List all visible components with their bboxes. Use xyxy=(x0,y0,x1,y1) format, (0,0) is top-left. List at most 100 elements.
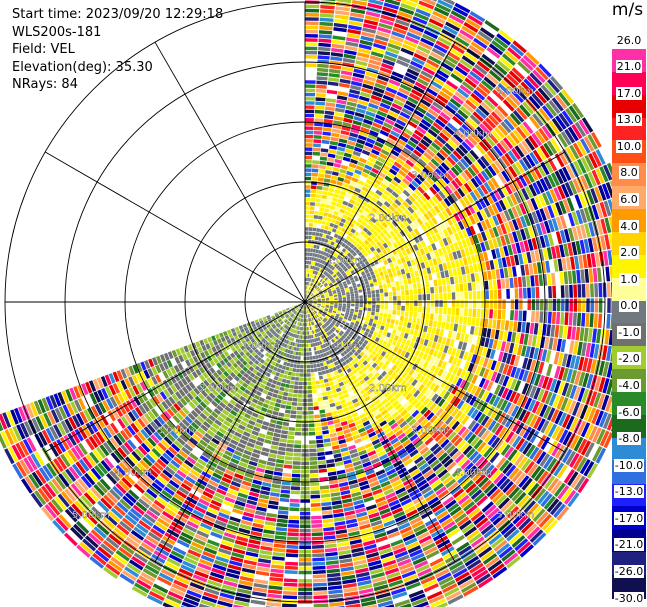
gate xyxy=(307,305,310,309)
gate xyxy=(333,224,339,229)
gate xyxy=(528,263,534,275)
gate xyxy=(389,194,397,202)
gate xyxy=(329,283,334,287)
gate xyxy=(329,140,339,146)
gate xyxy=(403,227,410,235)
gate xyxy=(574,355,581,370)
gate xyxy=(408,418,417,427)
gate xyxy=(562,414,571,429)
gate xyxy=(494,439,504,451)
gate xyxy=(336,279,341,283)
gate xyxy=(311,278,314,283)
gate xyxy=(353,287,358,291)
gate xyxy=(322,396,329,401)
gate xyxy=(556,506,570,521)
gate xyxy=(427,496,439,506)
gate xyxy=(384,326,389,332)
gate xyxy=(607,298,611,313)
gate xyxy=(364,280,369,285)
gate xyxy=(324,208,330,213)
gate xyxy=(483,446,494,458)
gate xyxy=(406,31,421,41)
gate xyxy=(567,471,579,487)
gate xyxy=(287,536,299,541)
gate xyxy=(312,270,315,274)
gate xyxy=(546,498,560,513)
gate xyxy=(428,320,434,327)
gate xyxy=(353,146,363,153)
gate xyxy=(399,435,409,444)
gate xyxy=(390,333,395,340)
gate xyxy=(444,553,459,564)
gate xyxy=(428,198,436,207)
gate xyxy=(338,172,346,178)
gate xyxy=(574,255,580,270)
gate xyxy=(550,76,564,91)
gate xyxy=(579,208,588,224)
gate xyxy=(414,499,427,509)
gate xyxy=(363,182,371,189)
gate xyxy=(285,379,291,384)
gate xyxy=(309,299,313,301)
gate xyxy=(538,274,544,286)
gate xyxy=(590,188,599,204)
gate xyxy=(312,570,326,575)
gate xyxy=(395,225,403,232)
gate xyxy=(325,386,331,392)
gate xyxy=(364,239,370,246)
gate xyxy=(324,277,328,281)
gate xyxy=(415,8,431,18)
gate xyxy=(344,250,349,255)
gate xyxy=(468,215,476,225)
gate xyxy=(327,258,332,263)
gate xyxy=(443,458,454,468)
gate xyxy=(413,424,423,433)
gate xyxy=(332,508,344,514)
gate xyxy=(436,572,452,582)
gate xyxy=(262,533,275,539)
gate xyxy=(363,145,372,152)
gate xyxy=(577,298,582,312)
gate xyxy=(527,463,539,477)
gate xyxy=(543,176,553,190)
gate xyxy=(320,5,335,10)
gate xyxy=(338,477,348,483)
gate xyxy=(268,423,276,428)
gate xyxy=(456,300,460,308)
gate xyxy=(319,273,323,278)
gate xyxy=(599,411,608,428)
gate xyxy=(367,290,371,295)
gate xyxy=(367,556,381,563)
gate xyxy=(475,456,486,467)
gate xyxy=(478,104,490,117)
gate xyxy=(408,64,422,73)
gate xyxy=(475,317,480,327)
gate xyxy=(501,278,506,289)
gate xyxy=(372,230,379,237)
gate xyxy=(335,103,346,109)
gate xyxy=(430,158,440,167)
gate xyxy=(436,351,443,359)
gate xyxy=(338,303,342,306)
gate xyxy=(324,328,328,333)
gate xyxy=(464,265,470,274)
gate xyxy=(316,190,323,195)
gate xyxy=(390,503,402,511)
gate xyxy=(307,277,309,282)
gate xyxy=(463,351,469,361)
gate xyxy=(560,312,565,325)
gate xyxy=(368,210,376,217)
gate xyxy=(469,344,476,354)
gate xyxy=(423,409,432,418)
gate xyxy=(439,328,445,337)
gate xyxy=(514,538,529,552)
gate xyxy=(387,314,392,319)
gate xyxy=(388,223,395,230)
gate xyxy=(362,360,368,366)
gate xyxy=(312,553,325,558)
gate xyxy=(337,338,342,343)
gate xyxy=(316,294,320,297)
gate xyxy=(336,271,340,276)
gate xyxy=(453,323,459,332)
gate xyxy=(434,168,444,177)
